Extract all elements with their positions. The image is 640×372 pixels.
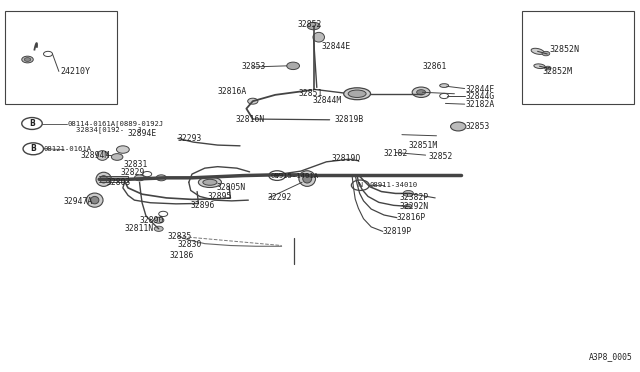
Text: 32830: 32830 xyxy=(178,240,202,249)
Circle shape xyxy=(307,22,320,30)
Circle shape xyxy=(156,175,166,181)
Text: 32835: 32835 xyxy=(167,232,191,241)
Text: 32819Q: 32819Q xyxy=(332,154,361,163)
Text: 32947A: 32947A xyxy=(64,197,93,206)
Text: 32816A: 32816A xyxy=(218,87,247,96)
Ellipse shape xyxy=(203,179,217,185)
Circle shape xyxy=(542,51,550,56)
Text: 32382P: 32382P xyxy=(400,193,429,202)
Text: 08911-34010: 08911-34010 xyxy=(369,182,417,188)
Ellipse shape xyxy=(198,177,221,187)
Ellipse shape xyxy=(303,174,312,183)
Text: 32829: 32829 xyxy=(120,169,145,177)
Text: 08915-1401A: 08915-1401A xyxy=(270,173,318,179)
Text: 32851M: 32851M xyxy=(408,141,438,150)
Text: 32890: 32890 xyxy=(140,216,164,225)
Circle shape xyxy=(451,122,466,131)
Text: 32803: 32803 xyxy=(106,178,131,187)
Circle shape xyxy=(24,58,31,61)
Text: 32182: 32182 xyxy=(384,149,408,158)
Text: 32852M: 32852M xyxy=(543,67,573,76)
Ellipse shape xyxy=(86,193,103,207)
Text: 08114-0161A[0889-0192J: 08114-0161A[0889-0192J xyxy=(67,120,163,127)
Text: 32844F: 32844F xyxy=(466,85,495,94)
Text: 32844M: 32844M xyxy=(312,96,342,105)
Text: 32816P: 32816P xyxy=(397,213,426,222)
Ellipse shape xyxy=(97,151,108,160)
Text: 32861: 32861 xyxy=(422,62,447,71)
Ellipse shape xyxy=(313,32,324,42)
Text: 32811N: 32811N xyxy=(125,224,154,233)
Circle shape xyxy=(404,204,412,209)
Text: 32844G: 32844G xyxy=(466,92,495,101)
Text: 32834[0192-   J: 32834[0192- J xyxy=(76,126,141,133)
Text: B: B xyxy=(31,144,36,153)
Circle shape xyxy=(134,175,145,181)
Text: 32182A: 32182A xyxy=(466,100,495,109)
Text: 32894E: 32894E xyxy=(128,129,157,138)
Text: 32853: 32853 xyxy=(242,62,266,71)
Circle shape xyxy=(22,56,33,63)
Ellipse shape xyxy=(531,48,544,54)
Text: 32844E: 32844E xyxy=(321,42,351,51)
Ellipse shape xyxy=(96,172,111,186)
Circle shape xyxy=(403,190,413,196)
Circle shape xyxy=(154,217,164,223)
Text: 32819P: 32819P xyxy=(383,227,412,236)
Text: 32852: 32852 xyxy=(298,20,322,29)
Text: 32895: 32895 xyxy=(208,192,232,201)
Circle shape xyxy=(412,87,430,97)
Text: 32805N: 32805N xyxy=(216,183,246,192)
Text: 32896: 32896 xyxy=(191,201,215,210)
Ellipse shape xyxy=(344,88,371,100)
Text: 32852: 32852 xyxy=(429,153,453,161)
Text: 24210Y: 24210Y xyxy=(61,67,91,76)
Text: 32852N: 32852N xyxy=(549,45,579,54)
Text: V: V xyxy=(275,173,280,179)
Circle shape xyxy=(545,66,551,70)
Circle shape xyxy=(417,90,426,95)
Text: 32851: 32851 xyxy=(299,89,323,98)
Circle shape xyxy=(154,226,163,231)
Circle shape xyxy=(111,154,123,160)
Ellipse shape xyxy=(100,176,108,183)
Text: 32293: 32293 xyxy=(178,134,202,143)
Text: 08121-0161A: 08121-0161A xyxy=(44,146,92,152)
Ellipse shape xyxy=(91,196,99,204)
Circle shape xyxy=(287,62,300,70)
Circle shape xyxy=(116,146,129,153)
Ellipse shape xyxy=(299,171,316,186)
Text: 32853: 32853 xyxy=(466,122,490,131)
Circle shape xyxy=(248,98,258,104)
Text: 32831: 32831 xyxy=(124,160,148,169)
Text: 32819B: 32819B xyxy=(334,115,364,124)
Text: A3P8_0005: A3P8_0005 xyxy=(588,353,632,362)
Text: 32292: 32292 xyxy=(268,193,292,202)
Ellipse shape xyxy=(348,90,366,97)
Ellipse shape xyxy=(534,64,545,68)
Text: 32186: 32186 xyxy=(170,251,194,260)
Text: 32816N: 32816N xyxy=(236,115,265,124)
Bar xyxy=(522,11,634,104)
Text: N: N xyxy=(358,182,363,188)
Bar xyxy=(5,11,117,104)
Text: B: B xyxy=(29,119,35,128)
Ellipse shape xyxy=(440,84,449,87)
Text: 32292N: 32292N xyxy=(400,202,429,211)
Text: 32894M: 32894M xyxy=(81,151,110,160)
